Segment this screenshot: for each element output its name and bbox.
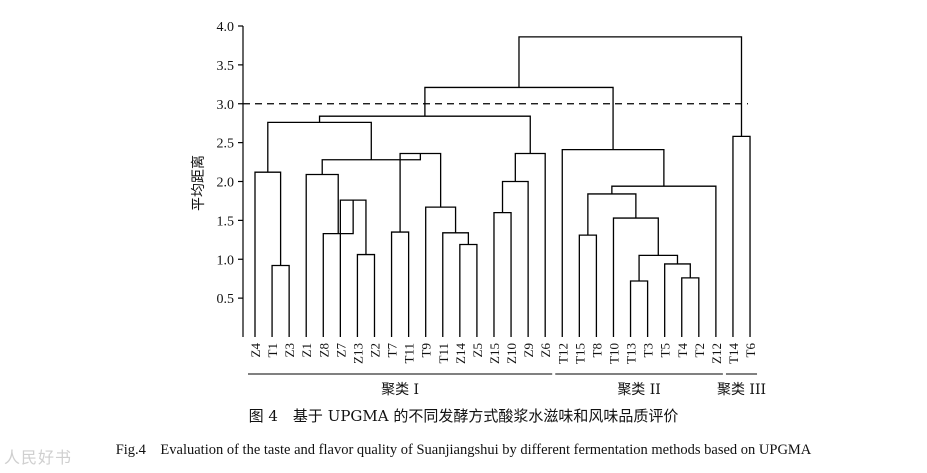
dendrogram-link <box>305 173 339 337</box>
dendrogram-link <box>501 180 529 337</box>
dendrogram-link <box>267 121 372 173</box>
y-tick-label: 2.0 <box>217 176 235 191</box>
leaf-label: Z12 <box>709 343 724 364</box>
dendrogram-link <box>732 135 751 337</box>
y-tick-label: 1.5 <box>217 214 235 229</box>
leaf-label: T2 <box>692 343 707 357</box>
cluster-label: 聚类 I <box>381 382 419 398</box>
leaf-label: T6 <box>743 343 758 358</box>
y-tick-label: 3.5 <box>217 59 235 74</box>
cluster-label: 聚类 III <box>717 382 766 398</box>
dendrogram-link <box>612 217 659 337</box>
leaf-label: Z3 <box>282 343 297 357</box>
dendrogram-link <box>424 86 614 150</box>
dendrogram-link <box>493 211 512 337</box>
leaf-label: Z5 <box>470 343 485 357</box>
dendrogram-link <box>638 254 679 282</box>
caption-chinese: 图 4 基于 UPGMA 的不同发酵方式酸浆水滋味和风味品质评价 <box>248 407 679 425</box>
dendrogram-link <box>271 264 290 337</box>
watermark-logo: 人民好书 <box>4 448 73 467</box>
y-axis: 4.0 3.5 3.0 2.5 2.0 1.5 1.0 0.5 <box>217 20 244 337</box>
dendrogram-link <box>459 243 478 337</box>
cluster-groups: 聚类 I 聚类 II 聚类 III <box>248 373 766 398</box>
leaf-label: Z13 <box>350 343 365 364</box>
y-tick-label: 2.5 <box>217 137 235 152</box>
leaf-label: T7 <box>385 343 400 358</box>
leaf-label: Z7 <box>333 343 348 358</box>
dendrogram-link <box>390 231 410 337</box>
leaf-label: Z9 <box>521 343 536 357</box>
cluster-label: 聚类 II <box>617 382 661 398</box>
dendrogram-link <box>399 152 442 233</box>
dendrogram-link <box>629 280 649 337</box>
dendrogram-link <box>681 277 700 337</box>
leaf-label: Z1 <box>299 343 314 357</box>
y-axis-label: 平均距离 <box>190 155 207 211</box>
leaf-label: Z10 <box>504 343 519 364</box>
y-tick-label: 1.0 <box>217 253 235 268</box>
dendrogram-link <box>442 232 470 337</box>
dendrogram-link <box>587 193 637 236</box>
dendrogram-link <box>578 234 598 337</box>
dendrogram-link <box>254 171 282 337</box>
leaf-label: Z6 <box>538 343 553 358</box>
dendrogram-links <box>254 36 751 337</box>
leaf-label: Z2 <box>367 343 382 357</box>
leaf-label: T8 <box>589 343 604 357</box>
leaf-label: T14 <box>726 343 741 364</box>
y-tick-label: 4.0 <box>217 20 235 35</box>
caption-english: Fig.4 Evaluation of the taste and flavor… <box>115 442 812 458</box>
leaf-label: Z15 <box>487 343 502 364</box>
dendrogram-link <box>356 253 376 337</box>
dendrogram-link <box>518 36 743 137</box>
y-tick-label: 0.5 <box>217 292 235 307</box>
leaf-label: T3 <box>641 343 656 357</box>
dendrogram-link <box>425 206 457 337</box>
leaf-label: T15 <box>572 343 587 364</box>
leaf-labels: Z4 T1 Z3 Z1 Z8 Z7 Z13 Z2 T7 T11 T9 T11 Z14 Z5 Z15 Z10 Z9… <box>248 343 758 364</box>
leaf-label: Z4 <box>248 343 263 358</box>
leaf-label: T13 <box>624 343 639 364</box>
leaf-label: Z8 <box>316 343 331 357</box>
y-tick-label: 3.0 <box>217 98 235 113</box>
leaf-label: T11 <box>402 343 417 363</box>
dendrogram-link <box>664 263 691 337</box>
leaf-label: Z14 <box>453 343 468 364</box>
leaf-label: T10 <box>606 343 621 364</box>
leaf-label: T5 <box>658 343 673 357</box>
leaf-label: T1 <box>265 343 280 357</box>
dendrogram-link <box>611 185 717 337</box>
leaf-label: T12 <box>555 343 570 364</box>
leaf-label: T11 <box>436 343 451 363</box>
leaf-label: T4 <box>675 343 690 358</box>
dendrogram-chart: 4.0 3.5 3.0 2.5 2.0 1.5 1.0 0.5 Z4 T1 Z3 Z1 Z8 Z7 Z13… <box>190 20 766 398</box>
leaf-label: T9 <box>419 343 434 357</box>
